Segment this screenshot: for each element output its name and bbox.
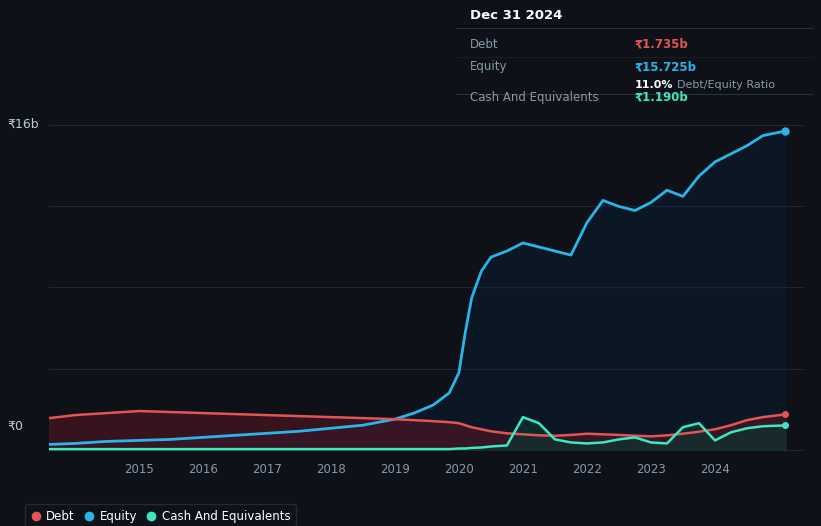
Legend: Debt, Equity, Cash And Equivalents: Debt, Equity, Cash And Equivalents <box>25 504 296 526</box>
Text: Debt: Debt <box>470 38 498 50</box>
Text: 11.0%: 11.0% <box>635 80 672 90</box>
Text: Equity: Equity <box>470 60 507 73</box>
Text: ₹16b: ₹16b <box>7 117 39 130</box>
Text: ₹0: ₹0 <box>7 420 24 433</box>
Text: Dec 31 2024: Dec 31 2024 <box>470 8 562 22</box>
Text: ₹1.735b: ₹1.735b <box>635 38 688 50</box>
Text: Cash And Equivalents: Cash And Equivalents <box>470 90 599 104</box>
Text: ₹15.725b: ₹15.725b <box>635 60 696 73</box>
Text: ₹1.190b: ₹1.190b <box>635 90 688 104</box>
Text: Debt/Equity Ratio: Debt/Equity Ratio <box>677 80 775 90</box>
